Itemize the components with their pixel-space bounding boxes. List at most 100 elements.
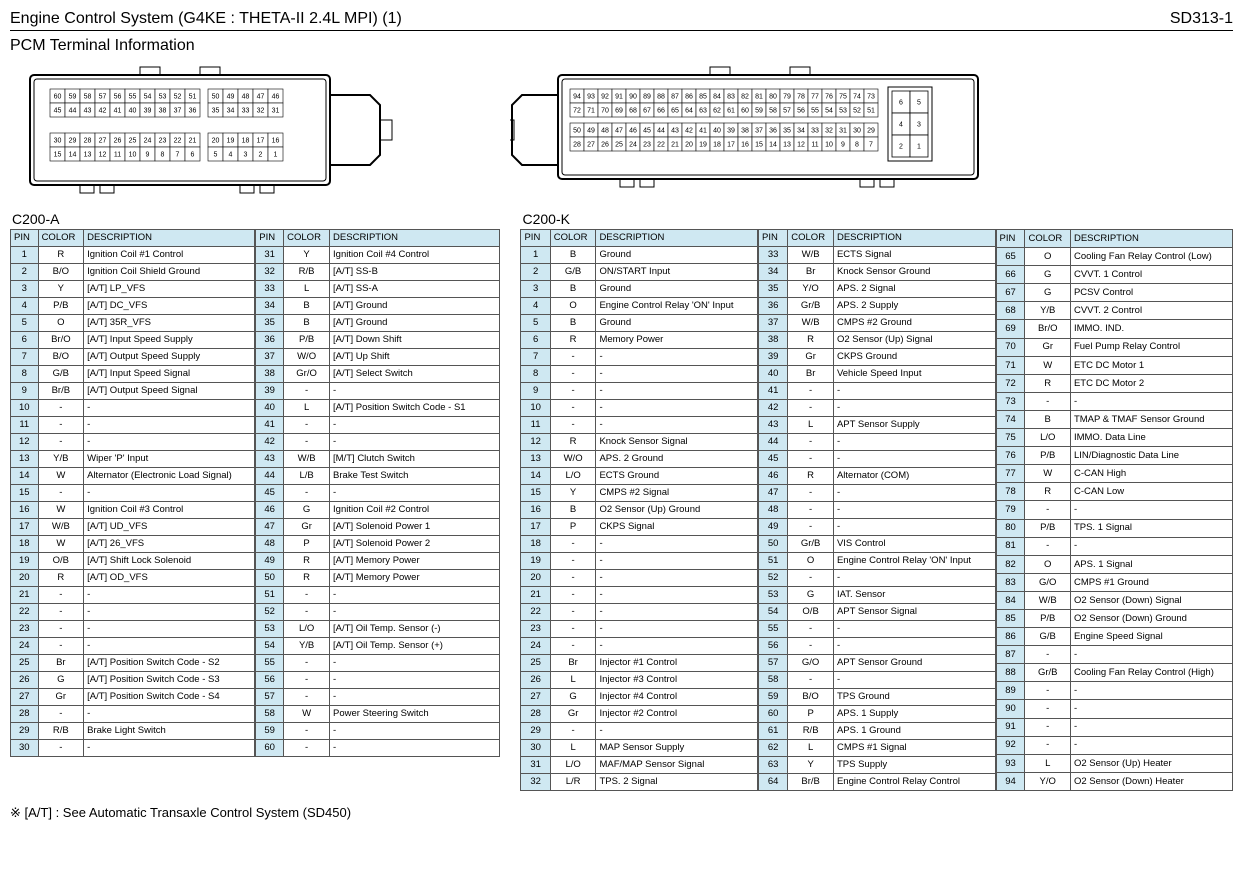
pin-cell: 71 bbox=[996, 356, 1025, 374]
color-cell: Gr bbox=[1025, 338, 1070, 356]
color-cell: Br/B bbox=[38, 383, 84, 400]
svg-text:43: 43 bbox=[84, 107, 92, 114]
svg-text:52: 52 bbox=[174, 93, 182, 100]
color-cell: W/B bbox=[38, 519, 84, 536]
table-row: 12RKnock Sensor Signal bbox=[521, 434, 758, 451]
svg-text:44: 44 bbox=[69, 107, 77, 114]
desc-cell: - bbox=[833, 502, 995, 519]
svg-text:11: 11 bbox=[114, 151, 121, 158]
desc-cell: [A/T] Ground bbox=[330, 315, 500, 332]
pin-cell: 46 bbox=[758, 468, 787, 485]
table-row: 15YCMPS #2 Signal bbox=[521, 485, 758, 502]
table-row: 43W/B[M/T] Clutch Switch bbox=[256, 451, 500, 468]
desc-cell: - bbox=[84, 740, 255, 757]
table-row: 52-- bbox=[256, 604, 500, 621]
pin-cell: 54 bbox=[758, 604, 787, 621]
table-row: 28GrInjector #2 Control bbox=[521, 706, 758, 723]
svg-text:23: 23 bbox=[643, 141, 651, 148]
svg-text:76: 76 bbox=[825, 93, 833, 100]
color-cell: O/B bbox=[788, 604, 834, 621]
desc-cell: [A/T] Shift Lock Solenoid bbox=[84, 553, 255, 570]
color-cell: R bbox=[1025, 483, 1070, 501]
color-cell: B bbox=[284, 298, 330, 315]
color-cell: W bbox=[38, 468, 84, 485]
color-cell: L bbox=[284, 400, 330, 417]
table-row: 81-- bbox=[996, 537, 1233, 555]
color-cell: - bbox=[550, 417, 596, 434]
desc-cell: Vehicle Speed Input bbox=[833, 366, 995, 383]
svg-text:81: 81 bbox=[755, 93, 763, 100]
pin-cell: 47 bbox=[758, 485, 787, 502]
table-row: 67GPCSV Control bbox=[996, 284, 1233, 302]
table-row: 40L[A/T] Position Switch Code - S1 bbox=[256, 400, 500, 417]
pin-cell: 8 bbox=[11, 366, 39, 383]
table-row: 21-- bbox=[11, 587, 255, 604]
svg-text:8: 8 bbox=[855, 141, 859, 148]
svg-text:42: 42 bbox=[99, 107, 107, 114]
desc-cell: APT Sensor Ground bbox=[833, 655, 995, 672]
table-row: 36P/B[A/T] Down Shift bbox=[256, 332, 500, 349]
pin-cell: 51 bbox=[758, 553, 787, 570]
desc-cell: - bbox=[833, 519, 995, 536]
connector-diagrams-row: 6059585756555453525150494847464544434241… bbox=[10, 65, 1233, 195]
pin-cell: 2 bbox=[11, 264, 39, 281]
desc-cell: C-CAN High bbox=[1070, 465, 1232, 483]
svg-text:93: 93 bbox=[587, 93, 595, 100]
table-row: 31L/OMAF/MAP Sensor Signal bbox=[521, 757, 758, 774]
color-cell: B bbox=[550, 247, 596, 264]
color-cell: L bbox=[1025, 754, 1070, 772]
color-cell: - bbox=[1025, 646, 1070, 664]
pin-cell: 59 bbox=[758, 689, 787, 706]
pin-cell: 62 bbox=[758, 740, 787, 757]
table-row: 32R/B[A/T] SS-B bbox=[256, 264, 500, 281]
svg-text:67: 67 bbox=[643, 107, 651, 114]
svg-text:29: 29 bbox=[69, 137, 77, 144]
color-cell: - bbox=[38, 621, 84, 638]
table-row: 36Gr/BAPS. 2 Supply bbox=[758, 298, 995, 315]
pin-cell: 55 bbox=[758, 621, 787, 638]
desc-cell: [A/T] UD_VFS bbox=[84, 519, 255, 536]
color-cell: - bbox=[38, 587, 84, 604]
pin-cell: 14 bbox=[11, 468, 39, 485]
desc-cell: - bbox=[833, 570, 995, 587]
color-cell: B bbox=[550, 502, 596, 519]
desc-cell: [A/T] Position Switch Code - S3 bbox=[84, 672, 255, 689]
svg-text:77: 77 bbox=[811, 93, 819, 100]
table-row: 33W/BECTS Signal bbox=[758, 247, 995, 264]
desc-cell: Engine Control Relay 'ON' Input bbox=[833, 553, 995, 570]
svg-text:3: 3 bbox=[244, 151, 248, 158]
pin-cell: 54 bbox=[256, 638, 284, 655]
pin-cell: 21 bbox=[521, 587, 550, 604]
pin-cell: 48 bbox=[758, 502, 787, 519]
table-row: 88Gr/BCooling Fan Relay Control (High) bbox=[996, 664, 1233, 682]
pin-cell: 5 bbox=[11, 315, 39, 332]
desc-cell: - bbox=[833, 672, 995, 689]
color-cell: R/B bbox=[284, 264, 330, 281]
svg-text:2: 2 bbox=[899, 143, 903, 150]
desc-cell: - bbox=[596, 723, 758, 740]
color-cell: Gr/B bbox=[788, 536, 834, 553]
table-row: 83G/OCMPS #1 Ground bbox=[996, 573, 1233, 591]
desc-cell: TPS Ground bbox=[833, 689, 995, 706]
color-cell: B/O bbox=[788, 689, 834, 706]
table-row: 17PCKPS Signal bbox=[521, 519, 758, 536]
table-row: 12-- bbox=[11, 434, 255, 451]
table-row: 34BrKnock Sensor Ground bbox=[758, 264, 995, 281]
pin-cell: 6 bbox=[521, 332, 550, 349]
color-cell: Br bbox=[550, 655, 596, 672]
table-row: 85P/BO2 Sensor (Down) Ground bbox=[996, 609, 1233, 627]
svg-text:54: 54 bbox=[825, 107, 833, 114]
table-row: 92-- bbox=[996, 736, 1233, 754]
color-cell: B/O bbox=[38, 264, 84, 281]
svg-text:19: 19 bbox=[699, 141, 707, 148]
desc-cell: - bbox=[596, 349, 758, 366]
table-label-c200k: C200-K bbox=[522, 211, 1233, 227]
svg-text:15: 15 bbox=[755, 141, 763, 148]
desc-cell: [A/T] Output Speed Supply bbox=[84, 349, 255, 366]
desc-cell: - bbox=[330, 434, 500, 451]
color-cell: Br bbox=[788, 366, 834, 383]
svg-text:5: 5 bbox=[214, 151, 218, 158]
svg-text:60: 60 bbox=[741, 107, 749, 114]
table-row: 47Gr[A/T] Solenoid Power 1 bbox=[256, 519, 500, 536]
desc-cell: C-CAN Low bbox=[1070, 483, 1232, 501]
